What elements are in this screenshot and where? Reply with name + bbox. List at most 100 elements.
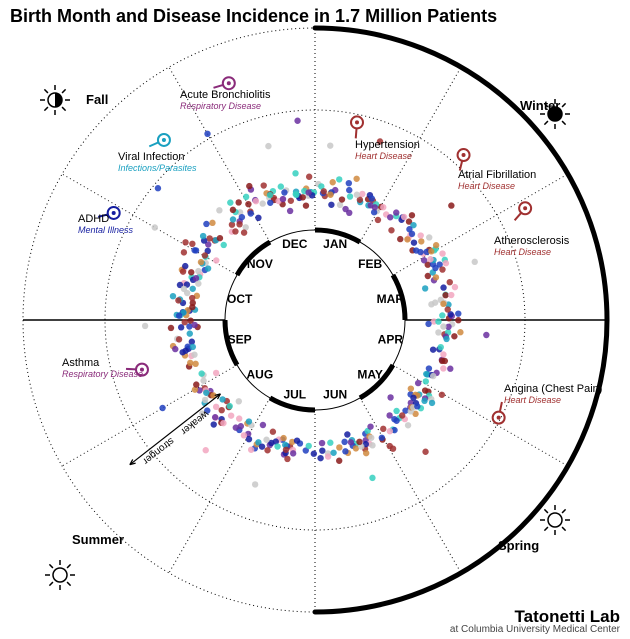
data-dot [255, 215, 261, 221]
data-dot [327, 192, 333, 198]
data-dot [354, 192, 360, 198]
data-dot [435, 318, 441, 324]
data-dot [336, 458, 342, 464]
season-icon [540, 505, 570, 535]
data-dot [182, 319, 188, 325]
month-label-apr: APR [378, 332, 404, 346]
data-dot [172, 346, 178, 352]
strength-axis [130, 394, 221, 465]
outlier-dot [142, 323, 148, 329]
data-dot [181, 249, 187, 255]
data-dot [457, 329, 463, 335]
data-dot [390, 445, 396, 451]
outlier-dot [252, 481, 258, 487]
data-dot [369, 442, 375, 448]
outlier-dot [265, 143, 271, 149]
data-dot [248, 447, 254, 453]
data-dot [278, 183, 284, 189]
data-dot [213, 404, 219, 410]
data-dot [292, 170, 298, 176]
credit-sub: at Columbia University Medical Center [450, 625, 620, 635]
month-label-feb: FEB [358, 257, 382, 271]
season-icon [45, 560, 75, 590]
data-dot [426, 365, 432, 371]
credit-lab: Tatonetti Lab [450, 608, 620, 625]
data-dot [230, 216, 236, 222]
data-dot [438, 344, 444, 350]
data-dot [241, 229, 247, 235]
axis-weaker: weaker [178, 408, 211, 438]
data-dot [236, 398, 242, 404]
data-dot [175, 297, 181, 303]
data-dot [305, 189, 311, 195]
month-label-dec: DEC [282, 237, 308, 251]
data-dot [203, 221, 209, 227]
data-dot [368, 435, 374, 441]
data-dot [217, 235, 223, 241]
axis-stronger: stronger [140, 435, 176, 467]
data-dot [190, 344, 196, 350]
data-dot [195, 268, 201, 274]
outlier-dot [369, 475, 375, 481]
data-dot [387, 428, 393, 434]
outlier-dot [203, 447, 209, 453]
data-dot [227, 199, 233, 205]
disease-name: Atherosclerosis [494, 235, 570, 247]
data-dot [188, 269, 194, 275]
data-dot [404, 236, 410, 242]
data-dot [232, 228, 238, 234]
outlier-dot [483, 332, 489, 338]
data-dot [327, 440, 333, 446]
data-dot [448, 292, 454, 298]
data-dot [387, 214, 393, 220]
disease-marker [213, 77, 234, 89]
data-dot [220, 420, 226, 426]
data-dot [401, 214, 407, 220]
data-dot [426, 234, 432, 240]
season-icon [540, 99, 570, 129]
data-dot [406, 226, 412, 232]
data-dot [187, 360, 193, 366]
disease-category: Infections/Parasites [118, 163, 197, 173]
data-dot [180, 268, 186, 274]
month-label-jan: JAN [323, 237, 347, 251]
disease-name: Acute Bronchiolitis [180, 89, 271, 101]
disease-marker [493, 402, 505, 424]
data-dot [317, 455, 323, 461]
disease-name: Angina (Chest Pain) [504, 383, 602, 395]
data-dot [246, 436, 252, 442]
data-dot [228, 412, 234, 418]
data-dot [430, 346, 436, 352]
season-label-fall: Fall [86, 92, 108, 107]
data-dot [346, 210, 352, 216]
data-dot [246, 418, 252, 424]
data-dot [380, 204, 386, 210]
data-dot [423, 378, 429, 384]
data-dot [263, 437, 269, 443]
data-dot [440, 301, 446, 307]
data-dot [168, 325, 174, 331]
data-dot [176, 312, 182, 318]
data-dot [440, 365, 446, 371]
data-dot [209, 220, 215, 226]
month-label-nov: NOV [247, 257, 273, 271]
data-dot [330, 179, 336, 185]
data-dot [306, 443, 312, 449]
data-dot [264, 447, 270, 453]
data-dot [440, 351, 446, 357]
data-dot [179, 349, 185, 355]
data-dot [280, 435, 286, 441]
data-dot [200, 378, 206, 384]
data-dot [447, 279, 453, 285]
data-dot [455, 310, 461, 316]
credit-block: Tatonetti Lab at Columbia University Med… [450, 608, 620, 635]
data-dot [427, 256, 433, 262]
data-dot [253, 198, 259, 204]
data-dot [230, 207, 236, 213]
data-dot [280, 196, 286, 202]
data-dot [443, 336, 449, 342]
data-dot [325, 453, 331, 459]
month-label-oct: OCT [227, 292, 253, 306]
data-dot [259, 443, 265, 449]
data-dot [283, 447, 289, 453]
